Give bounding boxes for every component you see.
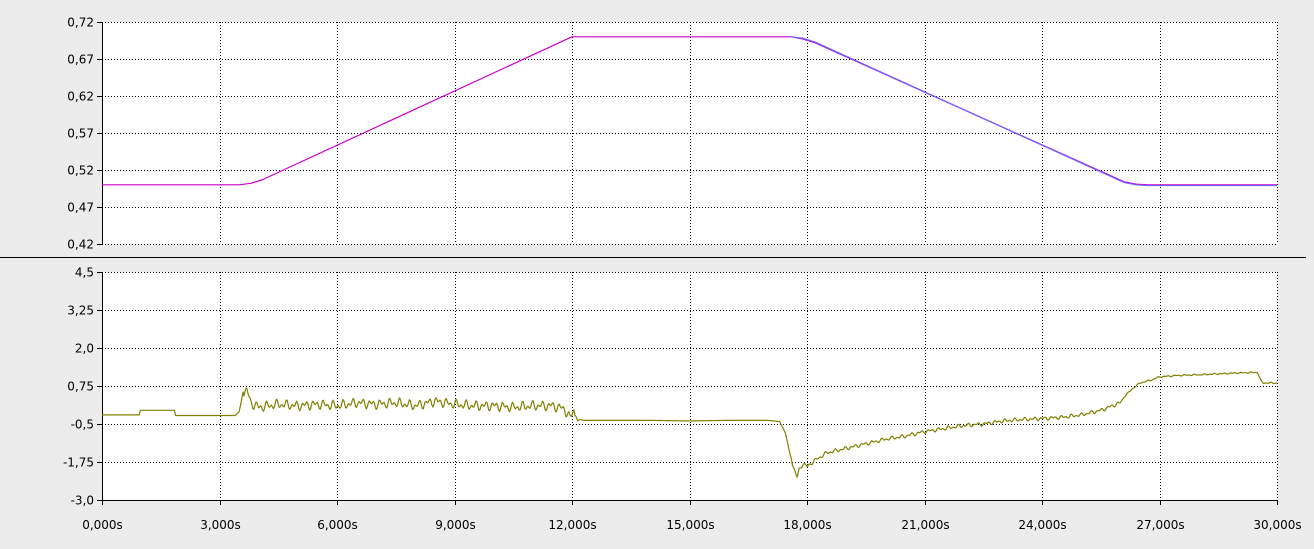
y-tick-label: -3,0 bbox=[71, 494, 94, 508]
x-tick-label: 24,000s bbox=[1018, 518, 1066, 532]
y-tick-label: 0,52 bbox=[67, 164, 94, 178]
x-tick-label: 27,000s bbox=[1136, 518, 1184, 532]
series-line-0-1 bbox=[791, 36, 1277, 187]
y-tick-label: 3,25 bbox=[67, 304, 94, 318]
y-tick-label: 0,62 bbox=[67, 90, 94, 104]
y-tick-label: 4,5 bbox=[75, 266, 94, 280]
y-tick-label: 0,47 bbox=[67, 201, 94, 215]
plot-area bbox=[102, 272, 1277, 500]
y-tick-label: -1,75 bbox=[63, 456, 94, 470]
y-tick-label: -0,5 bbox=[71, 418, 94, 432]
x-tick-label: 30,000s bbox=[1253, 518, 1301, 532]
y-tick-label: 0,67 bbox=[67, 53, 94, 67]
x-tick-label: 15,000s bbox=[666, 518, 714, 532]
x-tick-label: 12,000s bbox=[548, 518, 596, 532]
x-tick-label: 21,000s bbox=[901, 518, 949, 532]
y-tick-label: 0,72 bbox=[67, 16, 94, 30]
x-tick-label: 0,000s bbox=[82, 518, 123, 532]
series-line-1-0 bbox=[102, 371, 1278, 478]
x-tick-label: 18,000s bbox=[783, 518, 831, 532]
plot-area bbox=[102, 22, 1277, 244]
x-tick-label: 6,000s bbox=[317, 518, 358, 532]
y-tick-label: 0,75 bbox=[67, 380, 94, 394]
x-tick-label: 3,000s bbox=[200, 518, 241, 532]
y-tick-label: 0,42 bbox=[67, 238, 94, 252]
lower-chart-panel: 4,5 3,25 2,0 0,75 -0,5 -1,75 -3,0 0,000s 3,000s 6… bbox=[63, 266, 1302, 533]
y-tick-label: 0,57 bbox=[67, 127, 94, 141]
upper-chart-panel: 0,72 0,67 0,62 0,57 0,52 0,47 0,42 bbox=[67, 16, 1278, 252]
x-tick-label: 9,000s bbox=[435, 518, 476, 532]
y-tick-label: 2,0 bbox=[75, 342, 94, 356]
